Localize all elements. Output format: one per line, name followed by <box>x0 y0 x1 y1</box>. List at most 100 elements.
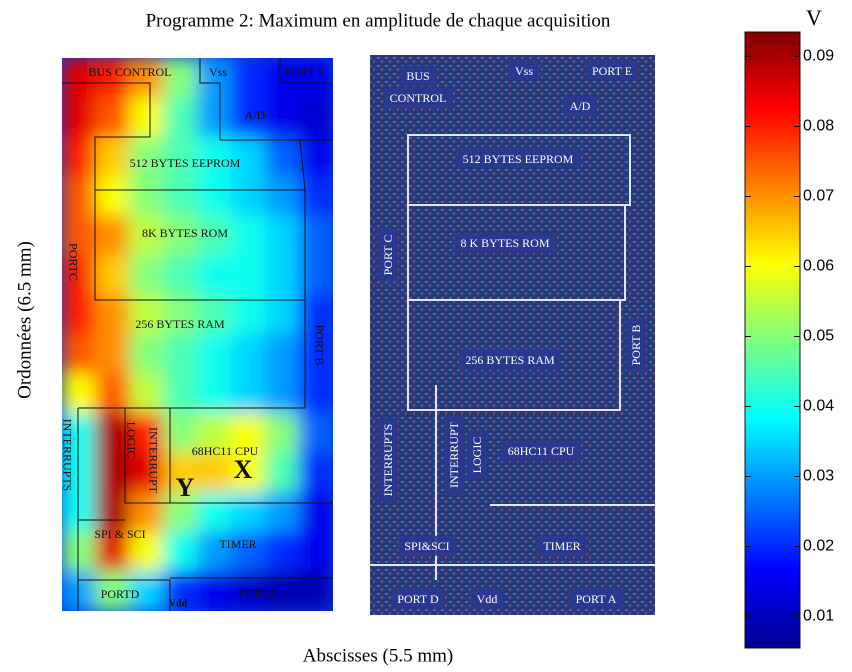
heat-cell <box>197 255 232 296</box>
die-photo <box>370 55 655 615</box>
heat-cell <box>265 97 300 138</box>
heat-cell <box>231 216 266 257</box>
die-region-label: INTERRUPT <box>447 421 461 488</box>
heat-cell <box>265 334 300 375</box>
heat-cell <box>163 97 198 138</box>
colorbar-tick-label: 0.06 <box>803 258 834 275</box>
die-region-label: SPI&SCI <box>404 539 449 553</box>
heat-cell <box>62 97 97 138</box>
heat-cell <box>299 532 334 573</box>
die-region-label: PORT A <box>576 592 617 606</box>
colorbar-tick-label: 0.02 <box>803 538 834 555</box>
heat-cell <box>62 176 97 217</box>
map-region-label: Vss <box>209 65 227 79</box>
heat-cell <box>265 255 300 296</box>
die-region-label: 8 K BYTES ROM <box>460 236 549 250</box>
heat-cell <box>163 176 198 217</box>
heat-cell <box>129 97 164 138</box>
heat-cell <box>62 137 97 178</box>
map-region-label: SPI & SCI <box>94 527 145 541</box>
y-axis-label: Ordonnées (6.5 mm) <box>14 241 35 399</box>
heat-cell <box>62 295 97 336</box>
heat-cell <box>299 137 334 178</box>
die-region-label: Vss <box>515 64 533 78</box>
die-region-label: INTERRUPTS <box>381 424 395 497</box>
heat-cell <box>163 255 198 296</box>
heat-cell <box>299 216 334 257</box>
heat-cell <box>197 97 232 138</box>
heat-cell <box>62 532 97 573</box>
colorbar-tick-label: 0.08 <box>803 118 834 135</box>
heat-cell <box>231 58 266 99</box>
heat-cell <box>62 571 97 612</box>
heat-cell <box>231 492 266 533</box>
heat-cell <box>197 176 232 217</box>
map-region-label: INTERRUPT <box>146 427 160 494</box>
x-axis-label: Abscisses (5.5 mm) <box>303 645 453 666</box>
colorbar-tick-label: 0.04 <box>803 398 834 415</box>
chart-title: Programme 2: Maximum en amplitude de cha… <box>146 10 611 31</box>
colorbar <box>745 32 800 648</box>
heat-cell <box>197 571 232 612</box>
map-region-label: Y <box>176 473 195 502</box>
heat-cell <box>129 255 164 296</box>
die-region-label: PORT B <box>629 325 643 366</box>
heat-cell <box>265 532 300 573</box>
heat-cell <box>265 137 300 178</box>
heat-cell <box>265 216 300 257</box>
die-region-label: TIMER <box>543 539 580 553</box>
map-region-label: PORT B <box>312 325 326 366</box>
heat-cell <box>231 255 266 296</box>
heat-cell <box>231 334 266 375</box>
heat-cell <box>95 255 130 296</box>
die-region-label: Vdd <box>477 592 498 606</box>
heat-cell <box>265 413 300 454</box>
map-region-label: TIMER <box>219 537 256 551</box>
die-region-label: PORT C <box>381 235 395 276</box>
heat-cell <box>129 334 164 375</box>
heat-cell <box>95 97 130 138</box>
map-region-label: X <box>234 455 253 484</box>
heat-cell <box>299 492 334 533</box>
map-region-label: BUS CONTROL <box>88 65 171 79</box>
colorbar-tick-label: 0.09 <box>803 48 834 65</box>
chart: Programme 2: Maximum en amplitude de cha… <box>0 0 852 672</box>
map-region-label: INTERRUPTS <box>60 419 74 492</box>
map-region-label: PORTA <box>239 586 277 600</box>
die-region-label: 512 BYTES EEPROM <box>463 152 574 166</box>
heat-cell <box>197 334 232 375</box>
die-region-label: 68HC11 CPU <box>508 444 575 458</box>
heat-cell <box>299 255 334 296</box>
heat-cell <box>197 453 232 494</box>
heat-cell <box>265 295 300 336</box>
die-region-label: A/D <box>570 99 591 113</box>
map-region-label: 8K BYTES ROM <box>142 226 228 240</box>
die-region-label: LOGIC <box>470 437 484 474</box>
heat-cell <box>95 295 130 336</box>
heat-cell <box>231 176 266 217</box>
colorbar-tick-label: 0.05 <box>803 328 834 345</box>
heat-cell <box>299 453 334 494</box>
map-region-label: PORT E <box>285 65 325 79</box>
heat-cell <box>299 413 334 454</box>
colorbar-tick-label: 0.03 <box>803 468 834 485</box>
heat-cell <box>265 176 300 217</box>
map-region-label: 256 BYTES RAM <box>135 317 225 331</box>
heat-cell <box>62 334 97 375</box>
heat-cell <box>95 137 130 178</box>
die-region-label: PORT D <box>397 592 439 606</box>
die-region-label: PORT E <box>592 64 632 78</box>
heat-cell <box>95 334 130 375</box>
heat-cell <box>299 97 334 138</box>
die-region-label: 256 BYTES RAM <box>465 353 555 367</box>
die-region-label: CONTROL <box>390 91 447 105</box>
heat-cell <box>163 334 198 375</box>
heat-cell <box>62 492 97 533</box>
heat-cell <box>95 176 130 217</box>
heat-cell <box>95 216 130 257</box>
die-region-label: BUS <box>406 69 429 83</box>
map-region-label: PORTC <box>66 243 80 281</box>
map-region-label: PORTD <box>101 587 140 601</box>
heat-cell <box>197 492 232 533</box>
map-region-label: A/D <box>245 108 266 122</box>
